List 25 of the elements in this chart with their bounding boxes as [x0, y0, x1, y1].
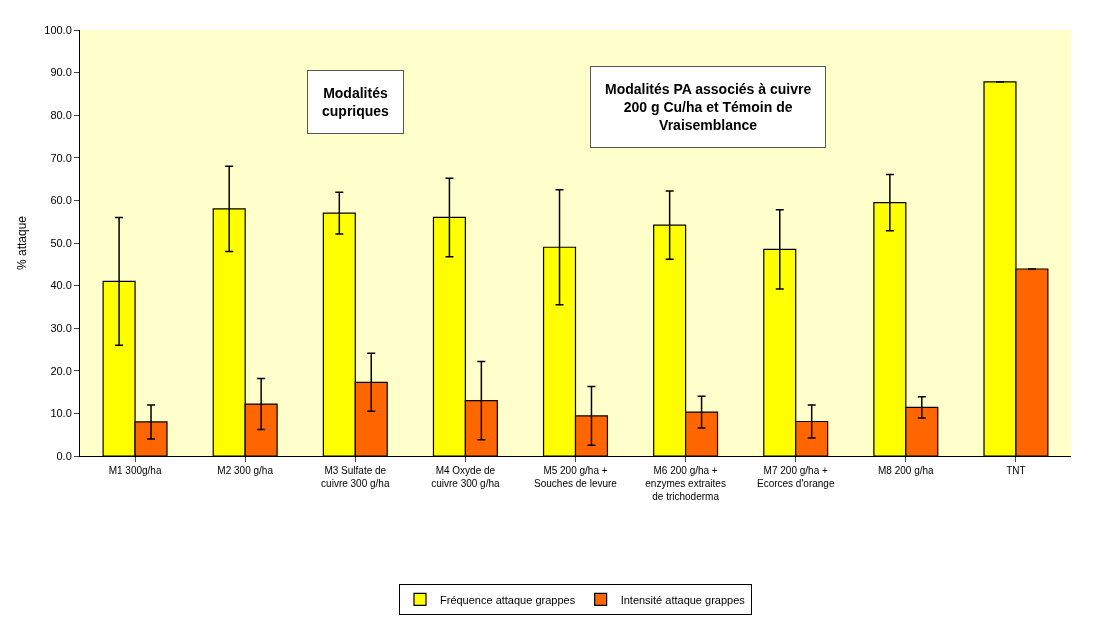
x-tick-label: M5 200 g/ha + Souches de levure	[534, 465, 618, 489]
x-tick-label: M6 200 g/ha + enzymes extraites de trichoderma	[645, 465, 726, 502]
y-axis-title: % attaque	[14, 215, 29, 271]
y-tick-label: 50.0	[50, 236, 72, 249]
annotation: Modalités PA associés à cuivre 200 g Cu/ha et Témoin de Vraisemblance	[605, 81, 812, 134]
x-tick-label: M2 300 g/ha	[217, 465, 274, 476]
x-tick-label: M3 Sulfate de cuivre 300 g/ha	[321, 465, 390, 489]
x-tick-label: M7 200 g/ha + Ecorces d'orange	[756, 465, 835, 489]
y-tick-label: 100.0	[44, 23, 72, 36]
y-tick-label: 40.0	[50, 279, 72, 292]
x-tick-label: TNT	[1006, 465, 1026, 476]
x-tick-label: M1 300g/ha	[108, 465, 162, 476]
x-tick-label: M4 Oxyde de cuivre 300 g/ha	[431, 465, 501, 489]
y-tick-label: 70.0	[50, 151, 72, 164]
y-tick-label: 10.0	[50, 407, 72, 420]
x-tick-label: M8 200 g/ha	[878, 465, 935, 476]
y-tick-label: 0.0	[56, 449, 72, 462]
y-tick-label: 20.0	[50, 364, 72, 377]
y-tick-label: 90.0	[50, 66, 72, 79]
y-tick-label: 30.0	[50, 322, 72, 335]
y-tick-label: 60.0	[50, 194, 72, 207]
annotation: Modalités cupriques	[322, 85, 390, 120]
legend-label: Fréquence attaque grappes	[440, 593, 576, 606]
legend-label: Intensité attaque grappes	[620, 593, 746, 606]
y-tick-label: 80.0	[50, 109, 72, 122]
